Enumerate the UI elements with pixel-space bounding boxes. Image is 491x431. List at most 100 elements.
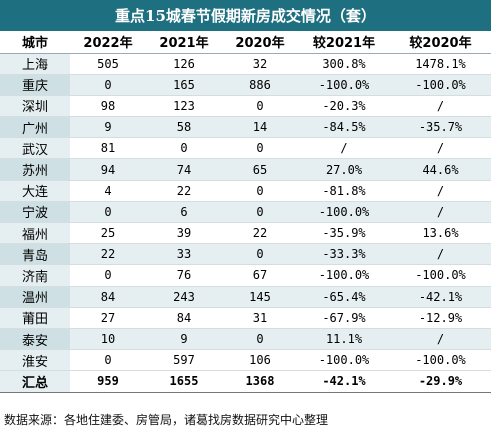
cell-change-vs-2021: 11.1% [298, 328, 390, 351]
cell-value-2021: 33 [146, 243, 222, 266]
cell-value-2020: 0 [222, 201, 298, 224]
cell-change-vs-2020: -100.0% [390, 264, 491, 287]
total-change-vs-2020: -29.9% [390, 370, 491, 393]
header-2021: 2021年 [146, 31, 222, 54]
cell-change-vs-2020: -12.9% [390, 307, 491, 329]
total-row: 汇总 959 1655 1368 -42.1% -29.9% [0, 370, 491, 393]
source-note: 数据来源：各地住建委、房管局，诸葛找房数据研究中心整理 [4, 413, 329, 427]
cell-change-vs-2021: -81.8% [298, 180, 390, 202]
table-row: 上海 505 126 32 300.8% 1478.1% [0, 53, 491, 75]
cell-city: 莆田 [0, 307, 70, 329]
cell-value-2021: 76 [146, 264, 222, 287]
cell-city: 青岛 [0, 243, 70, 266]
total-value-2020: 1368 [222, 370, 298, 393]
cell-city: 温州 [0, 286, 70, 308]
table-row: 重庆 0 165 886 -100.0% -100.0% [0, 74, 491, 96]
header-vs-2021: 较2021年 [298, 31, 390, 54]
cell-change-vs-2021: -33.3% [298, 243, 390, 266]
cell-change-vs-2021: -67.9% [298, 307, 390, 329]
cell-value-2022: 9 [70, 116, 146, 139]
table-row: 莆田 27 84 31 -67.9% -12.9% [0, 307, 491, 329]
table-row: 广州 9 58 14 -84.5% -35.7% [0, 116, 491, 139]
table-row: 宁波 0 6 0 -100.0% / [0, 201, 491, 224]
cell-change-vs-2020: 13.6% [390, 222, 491, 245]
header-2020: 2020年 [222, 31, 298, 54]
cell-value-2022: 84 [70, 286, 146, 308]
cell-city: 济南 [0, 264, 70, 287]
cell-change-vs-2021: -35.9% [298, 222, 390, 245]
cell-change-vs-2021: 27.0% [298, 158, 390, 181]
cell-change-vs-2021: -100.0% [298, 201, 390, 224]
table-row: 大连 4 22 0 -81.8% / [0, 180, 491, 202]
cell-value-2022: 0 [70, 349, 146, 372]
cell-change-vs-2021: / [298, 137, 390, 160]
cell-change-vs-2020: -100.0% [390, 349, 491, 372]
cell-value-2021: 0 [146, 137, 222, 160]
header-row: 城市 2022年 2021年 2020年 较2021年 较2020年 [0, 31, 491, 54]
table-row: 温州 84 243 145 -65.4% -42.1% [0, 286, 491, 308]
cell-value-2022: 98 [70, 95, 146, 118]
table-row: 青岛 22 33 0 -33.3% / [0, 243, 491, 266]
cell-value-2021: 39 [146, 222, 222, 245]
table-row: 武汉 81 0 0// [0, 137, 491, 160]
table-row: 泰安 10 9 0 11.1% / [0, 328, 491, 351]
cell-change-vs-2020: -100.0% [390, 74, 491, 96]
cell-city: 宁波 [0, 201, 70, 224]
cell-value-2020: 0 [222, 137, 298, 160]
cell-value-2020: 22 [222, 222, 298, 245]
cell-change-vs-2020: -42.1% [390, 286, 491, 308]
cell-change-vs-2020: / [390, 201, 491, 224]
cell-value-2021: 6 [146, 201, 222, 224]
cell-value-2021: 9 [146, 328, 222, 351]
total-city: 汇总 [0, 370, 70, 393]
cell-value-2022: 25 [70, 222, 146, 245]
cell-value-2020: 14 [222, 116, 298, 139]
table-row: 济南 0 76 67 -100.0% -100.0% [0, 264, 491, 287]
cell-value-2021: 84 [146, 307, 222, 329]
cell-value-2020: 67 [222, 264, 298, 287]
cell-value-2020: 65 [222, 158, 298, 181]
table-title: 重点15城春节假期新房成交情况（套） [0, 0, 491, 31]
cell-value-2020: 0 [222, 180, 298, 202]
cell-city: 福州 [0, 222, 70, 245]
cell-value-2022: 0 [70, 74, 146, 96]
cell-value-2022: 0 [70, 201, 146, 224]
cell-value-2020: 886 [222, 74, 298, 96]
cell-change-vs-2020: 44.6% [390, 158, 491, 181]
cell-value-2020: 0 [222, 328, 298, 351]
cell-value-2022: 10 [70, 328, 146, 351]
cell-value-2022: 0 [70, 264, 146, 287]
cell-city: 大连 [0, 180, 70, 202]
cell-value-2022: 505 [70, 53, 146, 75]
table-row: 深圳 98 123 0 -20.3% / [0, 95, 491, 118]
cell-value-2022: 81 [70, 137, 146, 160]
cell-change-vs-2020: / [390, 95, 491, 118]
cell-value-2021: 74 [146, 158, 222, 181]
cell-value-2022: 94 [70, 158, 146, 181]
cell-value-2020: 32 [222, 53, 298, 75]
cell-change-vs-2021: -100.0% [298, 349, 390, 372]
table-row: 福州 25 39 22 -35.9% 13.6% [0, 222, 491, 245]
cell-value-2021: 243 [146, 286, 222, 308]
cell-change-vs-2021: 300.8% [298, 53, 390, 75]
cell-value-2021: 123 [146, 95, 222, 118]
cell-city: 淮安 [0, 349, 70, 372]
table-row: 苏州 94 74 65 27.0% 44.6% [0, 158, 491, 181]
cell-city: 上海 [0, 53, 70, 75]
cell-change-vs-2020: / [390, 180, 491, 202]
cell-change-vs-2021: -84.5% [298, 116, 390, 139]
cell-value-2022: 27 [70, 307, 146, 329]
cell-city: 广州 [0, 116, 70, 139]
cell-change-vs-2021: -65.4% [298, 286, 390, 308]
cell-value-2021: 165 [146, 74, 222, 96]
cell-value-2020: 0 [222, 95, 298, 118]
cell-value-2020: 145 [222, 286, 298, 308]
cell-value-2021: 58 [146, 116, 222, 139]
table-body: 上海 505 126 32 300.8% 1478.1% 重庆 0 165 886 -100.0% -… [0, 53, 491, 393]
total-value-2022: 959 [70, 370, 146, 393]
data-table: 城市 2022年 2021年 2020年 较2021年 较2020年 上海 505… [0, 31, 491, 393]
cell-value-2022: 22 [70, 243, 146, 266]
header-city: 城市 [0, 31, 70, 54]
table-row: 淮安 0 597 106 -100.0% -100.0% [0, 349, 491, 372]
